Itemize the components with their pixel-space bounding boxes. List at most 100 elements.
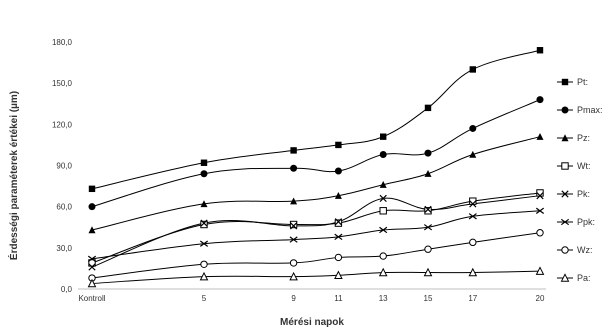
- y-tick-label: 30,0: [56, 244, 72, 253]
- data-point-marker: [424, 170, 432, 177]
- y-tick-label: 60,0: [56, 203, 72, 212]
- legend-marker: [561, 78, 569, 86]
- legend-marker: [561, 162, 569, 170]
- data-point-marker: [87, 255, 97, 262]
- data-point-marker: [334, 270, 343, 279]
- legend-label: Ppk:: [577, 217, 595, 227]
- x-tick-label: 20: [536, 294, 545, 303]
- legend: Pt: Pmax: Pz: Wt: Pk: Ppk: Wz: Pa:: [557, 77, 603, 283]
- x-axis-ticks: Kontroll 5 9 11 13 15 17 20: [78, 294, 545, 303]
- x-tick-label: 15: [424, 294, 433, 303]
- x-tick-label: 5: [202, 294, 207, 303]
- data-point-marker: [536, 229, 544, 237]
- data-point-marker: [88, 226, 96, 234]
- data-point-marker: [469, 238, 477, 247]
- data-point-marker: [536, 96, 544, 104]
- data-point-marker: [289, 222, 298, 230]
- x-tick-label: 9: [291, 294, 296, 303]
- data-point-marker: [469, 150, 477, 158]
- y-axis-ticks: 0,0 30,0 60,0 90,0 120,0 150,0 180,0: [52, 38, 73, 294]
- data-point-marker: [290, 147, 297, 154]
- data-point-marker: [289, 220, 298, 229]
- data-point-marker: [200, 220, 208, 229]
- data-point-marker: [424, 245, 432, 253]
- y-tick-label: 120,0: [52, 120, 73, 129]
- data-point-marker: [379, 181, 387, 188]
- data-point-marker: [379, 226, 388, 234]
- data-point-marker: [424, 205, 432, 214]
- data-point-marker: [200, 159, 208, 166]
- data-point-marker: [424, 104, 432, 112]
- data-point-marker: [334, 191, 342, 199]
- legend-label: Pa:: [577, 273, 591, 283]
- data-point-marker: [200, 170, 208, 178]
- data-point-marker: [290, 164, 298, 172]
- data-point-marker: [289, 259, 298, 267]
- x-tick-label: 17: [468, 294, 477, 303]
- y-tick-label: 150,0: [52, 79, 73, 88]
- data-point-marker: [379, 151, 387, 159]
- data-point-marker: [289, 236, 298, 243]
- data-point-marker: [379, 207, 387, 215]
- data-point-marker: [88, 263, 96, 271]
- data-point-marker: [199, 271, 209, 281]
- data-point-marker: [334, 167, 342, 175]
- y-tick-label: 180,0: [52, 38, 73, 47]
- y-tick-label: 90,0: [56, 162, 72, 171]
- legend-marker: [561, 106, 569, 114]
- data-point-marker: [469, 66, 476, 73]
- data-point-marker: [468, 213, 477, 220]
- data-point-marker: [335, 141, 342, 149]
- data-point-marker: [535, 207, 545, 214]
- data-point-marker: [535, 266, 545, 275]
- data-point-marker: [379, 252, 387, 260]
- data-point-marker: [536, 132, 544, 140]
- x-tick-label: 11: [334, 294, 343, 303]
- legend-marker: [560, 273, 570, 282]
- data-point-marker: [469, 124, 477, 132]
- data-point-marker: [334, 219, 343, 227]
- data-point-marker: [88, 259, 96, 267]
- legend-marker: [561, 134, 569, 142]
- legend-label: Pk:: [577, 189, 590, 199]
- x-tick-label: Kontroll: [78, 294, 105, 303]
- data-point-marker: [424, 149, 432, 157]
- data-point-marker: [334, 233, 343, 241]
- data-point-marker: [290, 197, 298, 205]
- data-point-marker: [536, 192, 544, 200]
- legend-label: Pt:: [577, 77, 588, 87]
- data-point-marker: [380, 133, 387, 140]
- legend-marker: [561, 190, 569, 198]
- legend-marker: [561, 246, 569, 254]
- data-point-marker: [536, 47, 544, 54]
- data-point-marker: [200, 200, 208, 208]
- data-point-marker: [468, 267, 478, 277]
- series-markers: [87, 47, 545, 288]
- data-point-marker: [289, 271, 298, 281]
- y-axis-title: Érdességi paraméterek értékei (µm): [7, 91, 20, 260]
- data-point-marker: [334, 253, 343, 262]
- x-tick-label: 13: [379, 294, 388, 303]
- data-point-marker: [200, 260, 208, 268]
- y-tick-label: 0,0: [61, 285, 73, 294]
- legend-label: Wz:: [577, 245, 593, 255]
- data-point-marker: [334, 218, 343, 226]
- data-point-marker: [469, 200, 477, 208]
- data-point-marker: [200, 219, 208, 227]
- legend-label: Pmax:: [577, 105, 603, 115]
- data-point-marker: [87, 278, 97, 288]
- data-point-marker: [423, 224, 433, 231]
- data-point-marker: [424, 207, 432, 215]
- data-point-marker: [379, 194, 387, 203]
- legend-marker: [560, 218, 570, 226]
- data-point-marker: [199, 240, 209, 247]
- data-point-marker: [88, 203, 96, 211]
- legend-label: Pz:: [577, 133, 590, 143]
- data-point-marker: [88, 185, 96, 193]
- legend-label: Wt:: [577, 161, 591, 171]
- x-axis-title: Mérési napok: [280, 317, 344, 328]
- data-point-marker: [423, 267, 433, 277]
